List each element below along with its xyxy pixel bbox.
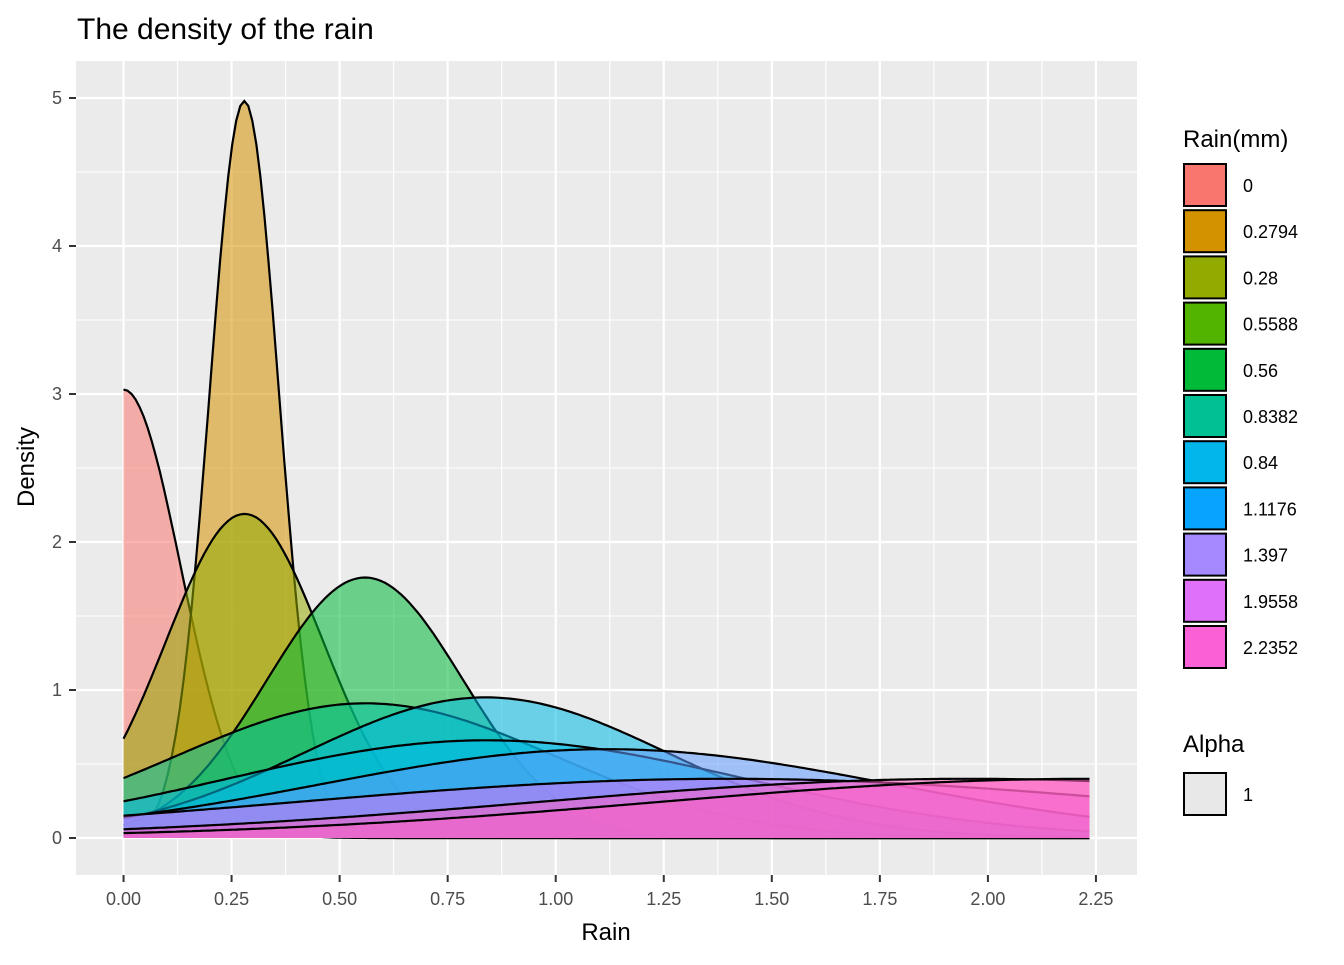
y-tick-label: 4: [52, 236, 62, 256]
y-axis-title: Density: [13, 427, 40, 507]
legend-key: [1183, 486, 1227, 531]
legend-alpha-key: [1183, 772, 1227, 816]
legend-key: [1183, 625, 1227, 669]
legend-key: [1183, 209, 1227, 254]
legend-label: 1.1176: [1243, 499, 1297, 519]
legend-label: 0.84: [1243, 453, 1278, 473]
legend-label: 0: [1243, 176, 1253, 196]
x-axis-title: Rain: [581, 919, 630, 946]
density-line-9: [123, 777, 1090, 831]
legend-label: 0.5588: [1243, 315, 1298, 335]
x-axis: 0.00 0.25 0.50 0.75 1.00 1.25 1.50 1.75 2.00 2.25: [106, 875, 1113, 909]
chart-title: The density of the rain: [77, 13, 374, 46]
x-tick-label: 2.00: [970, 889, 1005, 909]
legend-key: [1183, 301, 1227, 346]
legend-label: 0.28: [1243, 268, 1278, 288]
legend-key: [1183, 440, 1227, 485]
y-tick-label: 1: [52, 680, 62, 700]
legend-label: 0.56: [1243, 361, 1278, 381]
density-area-10: [123, 778, 1090, 838]
legend-key: [1183, 347, 1227, 392]
x-tick-label: 2.25: [1078, 889, 1113, 909]
legend-key: [1183, 255, 1227, 300]
density-line-10: [123, 777, 1090, 835]
legend-alpha-label: 1: [1243, 785, 1253, 805]
x-tick-label: 0.00: [106, 889, 141, 909]
legend-fill-title: Rain(mm): [1183, 126, 1288, 153]
y-tick-label: 2: [52, 532, 62, 552]
y-tick-label: 3: [52, 384, 62, 404]
x-tick-label: 1.25: [646, 889, 681, 909]
legend-items: 0 0.2794 0.28 0.5588 0.56 0.8382 0.84 1.1176 1.3…: [1183, 163, 1298, 669]
density-curves: [122, 99, 1090, 840]
y-tick-label: 5: [52, 88, 62, 108]
x-tick-label: 1.75: [862, 889, 897, 909]
legend-alpha-title: Alpha: [1183, 731, 1245, 758]
legend: Rain(mm) 0 0.2794 0.28 0.5588 0.56 0.8382 0.84…: [1183, 126, 1298, 816]
x-tick-label: 0.50: [322, 889, 357, 909]
y-tick-label: 0: [52, 828, 62, 848]
legend-label: 0.2794: [1243, 222, 1298, 242]
x-tick-label: 0.75: [430, 889, 465, 909]
legend-label: 2.2352: [1243, 638, 1298, 658]
legend-label: 1.397: [1243, 546, 1288, 566]
y-axis: 0 1 2 3 4 5: [52, 88, 76, 848]
legend-key: [1183, 578, 1227, 623]
legend-key: [1183, 394, 1227, 438]
x-tick-label: 0.25: [214, 889, 249, 909]
legend-key: [1183, 532, 1227, 577]
legend-key: [1183, 163, 1227, 207]
legend-label: 0.8382: [1243, 407, 1298, 427]
x-tick-label: 1.00: [538, 889, 573, 909]
x-tick-label: 1.50: [754, 889, 789, 909]
legend-label: 1.9558: [1243, 592, 1298, 612]
